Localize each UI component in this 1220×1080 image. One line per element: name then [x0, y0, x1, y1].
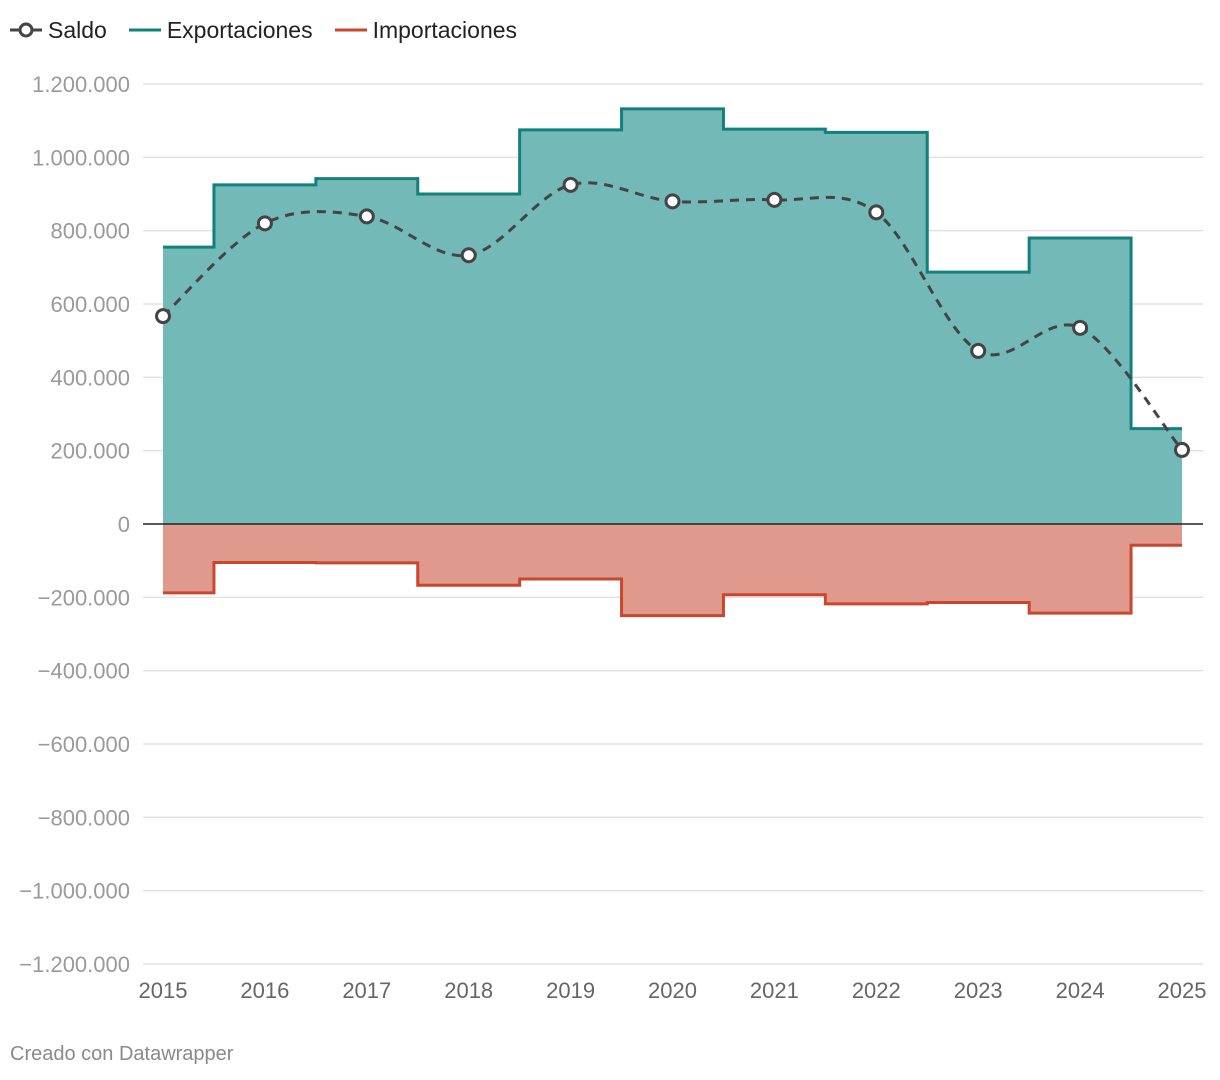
- y-tick-label: 800.000: [50, 219, 130, 244]
- legend-item-saldo[interactable]: Saldo: [10, 17, 107, 44]
- legend-label-importaciones: Importaciones: [372, 16, 518, 43]
- legend-label-exportaciones: Exportaciones: [166, 16, 313, 43]
- x-tick-label: 2019: [546, 978, 595, 1003]
- x-tick-label: 2015: [139, 978, 188, 1003]
- x-tick-label: 2024: [1056, 978, 1105, 1003]
- y-tick-label: 1.000.000: [32, 145, 130, 170]
- saldo-point: [868, 204, 885, 221]
- chart-legend: Saldo Exportaciones Importaciones: [10, 14, 539, 46]
- y-tick-label: 0: [118, 512, 130, 537]
- y-tick-label: −200.000: [38, 585, 130, 610]
- saldo-point: [155, 308, 171, 325]
- x-tick-label: 2018: [444, 978, 493, 1003]
- exportaciones-area: [163, 108, 1182, 524]
- saldo-point: [766, 191, 783, 208]
- y-tick-label: −400.000: [38, 659, 130, 684]
- x-tick-label: 2023: [954, 978, 1003, 1003]
- x-tick-label: 2021: [750, 978, 799, 1003]
- saldo-point: [460, 247, 477, 264]
- y-tick-label: −1.000.000: [19, 879, 130, 904]
- legend-item-importaciones[interactable]: Importaciones: [334, 16, 518, 44]
- saldo-legend-icon: [10, 22, 42, 38]
- saldo-point: [562, 176, 579, 193]
- y-tick-label: 400.000: [50, 365, 130, 390]
- x-tick-label: 2025: [1158, 978, 1207, 1003]
- importaciones-area: [163, 524, 1182, 616]
- exportaciones-line: [163, 107, 1182, 431]
- saldo-point: [1174, 441, 1190, 458]
- y-tick-label: −800.000: [38, 805, 130, 830]
- saldo-point: [256, 215, 273, 232]
- saldo-point: [1072, 319, 1089, 336]
- legend-label-saldo: Saldo: [48, 16, 107, 43]
- importaciones-line: [163, 543, 1182, 618]
- saldo-point: [970, 342, 987, 359]
- x-tick-label: 2020: [648, 978, 697, 1003]
- y-tick-label: 600.000: [50, 292, 130, 317]
- x-tick-label: 2022: [852, 978, 901, 1003]
- saldo-line: [161, 181, 1184, 451]
- y-tick-label: −1.200.000: [19, 952, 130, 977]
- footer-credit: Creado con Datawrapper: [10, 1043, 234, 1065]
- saldo-point: [664, 193, 681, 210]
- legend-item-exportaciones[interactable]: Exportaciones: [128, 16, 313, 44]
- exportaciones-legend-icon: [128, 28, 161, 32]
- importaciones-legend-icon: [334, 28, 367, 32]
- x-tick-label: 2017: [342, 978, 391, 1003]
- y-tick-label: 200.000: [50, 439, 130, 464]
- y-tick-label: 1.200.000: [32, 72, 130, 97]
- saldo-point: [358, 208, 375, 225]
- x-tick-label: 2016: [240, 978, 289, 1003]
- y-tick-label: −600.000: [38, 732, 130, 757]
